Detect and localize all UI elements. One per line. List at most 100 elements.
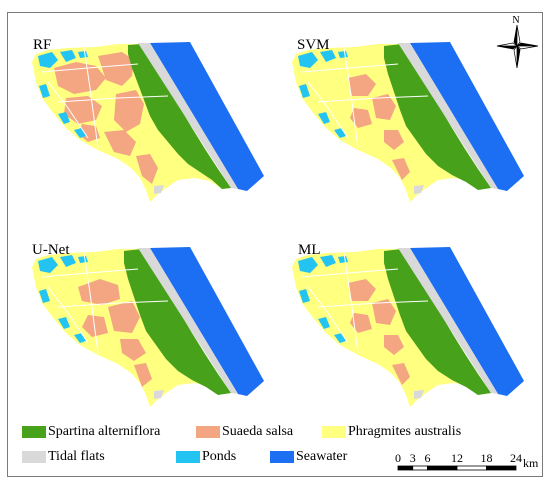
legend-swatch-tidal-flats [22,451,46,463]
suaeda-patch [392,158,410,180]
pond-patch [298,52,318,68]
suaeda-patch [120,339,146,361]
legend-label-suaeda: Suaeda salsa [222,424,294,439]
pond-patch [299,289,310,303]
tidal-flat-area [414,185,424,194]
panel-label-unet: U-Net [32,242,70,258]
spartina-area [384,44,491,190]
pond-patch [58,317,70,329]
pond-patch [320,255,336,267]
road-line [83,252,99,354]
panel-label-ml: ML [298,242,321,258]
legend-swatch-suaeda [196,426,220,438]
spartina-area [384,249,491,395]
pond-patch [318,317,330,329]
suaeda-patch [384,130,404,150]
road-line [307,81,349,139]
pond-patch [60,255,76,267]
seawater-area [410,42,524,191]
road-line [47,286,89,344]
seawater-area [410,247,524,396]
north-arrow-point-e-dark [515,42,539,47]
suaeda-patch [104,130,136,156]
seawater-area [150,42,264,191]
suaeda-patch [98,52,134,86]
road-line [343,252,359,354]
suaeda-patch [372,299,396,325]
north-arrow-point-w-dark [496,45,519,50]
pond-patch [318,112,330,124]
suaeda-patch [392,363,410,385]
north-arrow-point-n-dark [513,24,518,48]
road-line [41,63,139,73]
panel-label-svm: SVM [297,37,330,53]
road-line [47,81,89,139]
map-panel-ml [292,247,524,407]
north-label: N [512,15,519,26]
scale-tick-label: 12 [451,451,463,465]
spartina-area [128,44,231,189]
north-arrow-point-n-light [516,24,521,48]
pond-patch [320,50,336,62]
legend-swatch-ponds [176,451,200,463]
scale-unit-label: km [523,456,539,470]
map-panel-svm [292,42,524,202]
suaeda-patch [372,94,396,120]
road-line [317,95,429,103]
suaeda-patch [78,124,100,142]
scale-tick-label: 18 [480,451,493,465]
suaeda-patch [348,74,376,96]
road-line [343,47,359,149]
pond-patch [60,50,76,62]
scale-tick-label: 6 [424,451,431,465]
road-line [41,268,139,278]
seawater-area [150,247,264,396]
suaeda-patch [136,154,158,184]
panel-label-rf: RF [33,37,52,53]
road-line [57,95,169,103]
tidal-flat-area [398,43,498,189]
tidal-flat-area [138,248,238,394]
road-line [301,63,399,73]
pond-patch [38,52,58,68]
pond-patch [38,257,58,273]
pond-patch [58,112,70,124]
legend-label-phragmites: Phragmites australis [348,424,462,439]
north-arrow-icon: N [496,15,539,69]
suaeda-patch [350,108,372,128]
pond-patch [39,289,50,303]
legend-swatch-spartina [22,426,46,438]
suaeda-patch [134,363,152,387]
road-line [307,286,349,344]
map-panel-rf [32,42,264,202]
legend-swatch-seawater [270,451,294,463]
suaeda-patch [114,90,144,132]
scale-tick-label: 24 [510,451,522,465]
legend-label-ponds: Ponds [202,449,237,464]
map-panel-unet [32,247,264,407]
scale-tick-label: 0 [395,451,401,465]
tidal-flat-area [138,43,238,189]
pond-patch [299,84,310,98]
legend-label-spartina: Spartina alterniflora [48,424,161,439]
legend-label-seawater: Seawater [296,449,348,464]
figure-frame [7,12,543,477]
tidal-flat-area [154,185,164,194]
spartina-area [124,249,231,395]
suaeda-patch [108,301,140,333]
pond-patch [298,257,318,273]
suaeda-patch [384,335,404,355]
scale-tick-label: 3 [409,451,416,465]
legend-swatch-phragmites [322,426,346,438]
tidal-flat-area [398,248,498,394]
north-arrow-point-s-dark [516,44,521,69]
tidal-flat-area [414,390,424,399]
north-arrow-point-s-light [513,44,518,69]
legend-label-tidal-flats: Tidal flats [48,449,105,464]
tidal-flat-area [154,390,164,399]
suaeda-patch [350,313,372,333]
road-line [317,300,429,308]
north-arrow-point-w-light [496,42,519,47]
pond-patch [39,84,50,98]
road-line [83,47,99,149]
